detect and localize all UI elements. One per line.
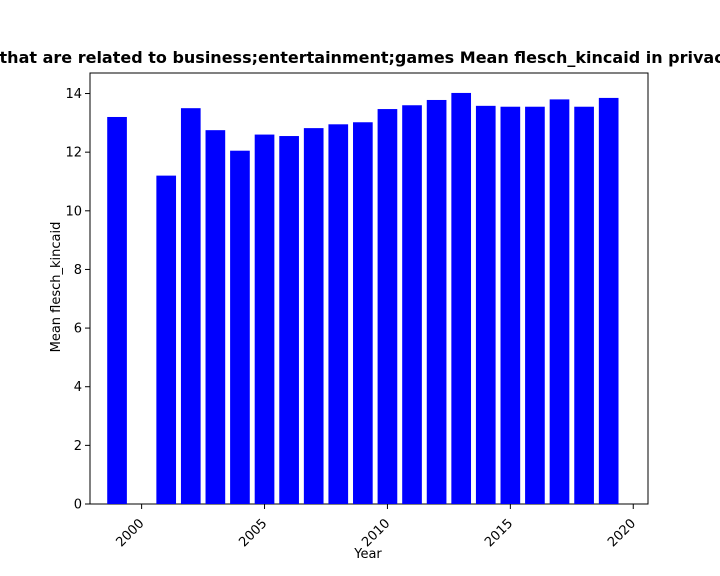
y-tick-label: 0 [74,498,82,513]
bars [107,92,619,505]
x-axis-label: Year [353,547,382,562]
bar-2006 [279,136,299,505]
bar-2008 [328,124,349,504]
bar-2007 [303,128,324,504]
bar-2018 [574,106,594,504]
bar-2015 [500,106,521,504]
bar-2010 [377,109,398,504]
y-axis-ticks: 0 2 4 6 8 10 12 14 [65,87,90,513]
bar-2002 [180,108,201,505]
bar-2009 [353,122,373,504]
bar-2005 [254,134,275,504]
bar-2011 [402,105,422,504]
y-tick-label: 14 [65,87,82,102]
y-tick-label: 12 [65,146,82,161]
bar-2004 [230,150,250,504]
chart-title: Websites that are related to business;en… [0,48,720,67]
bar-2019 [598,97,619,505]
y-tick-label: 8 [74,263,82,278]
bar-2016 [525,106,545,504]
x-axis-ticks: 2000 2005 2010 2015 2020 [113,504,639,550]
y-tick-label: 10 [65,204,82,219]
bar-2014 [475,105,496,504]
bar-2013 [451,92,472,504]
y-tick-label: 4 [74,380,82,395]
x-tick-label: 2015 [482,516,516,550]
x-tick-label: 2020 [605,516,639,550]
y-tick-label: 6 [74,322,82,337]
y-axis-label: Mean flesch_kincaid [49,222,64,353]
bar-2001 [156,175,177,504]
bar-1999 [107,116,127,504]
x-tick-label: 2005 [236,516,270,550]
x-tick-label: 2000 [113,516,147,550]
x-tick-label: 2010 [359,516,393,550]
bar-2012 [426,99,447,504]
bar-2003 [205,130,226,505]
bar-2017 [549,99,570,504]
y-tick-label: 2 [74,439,82,454]
